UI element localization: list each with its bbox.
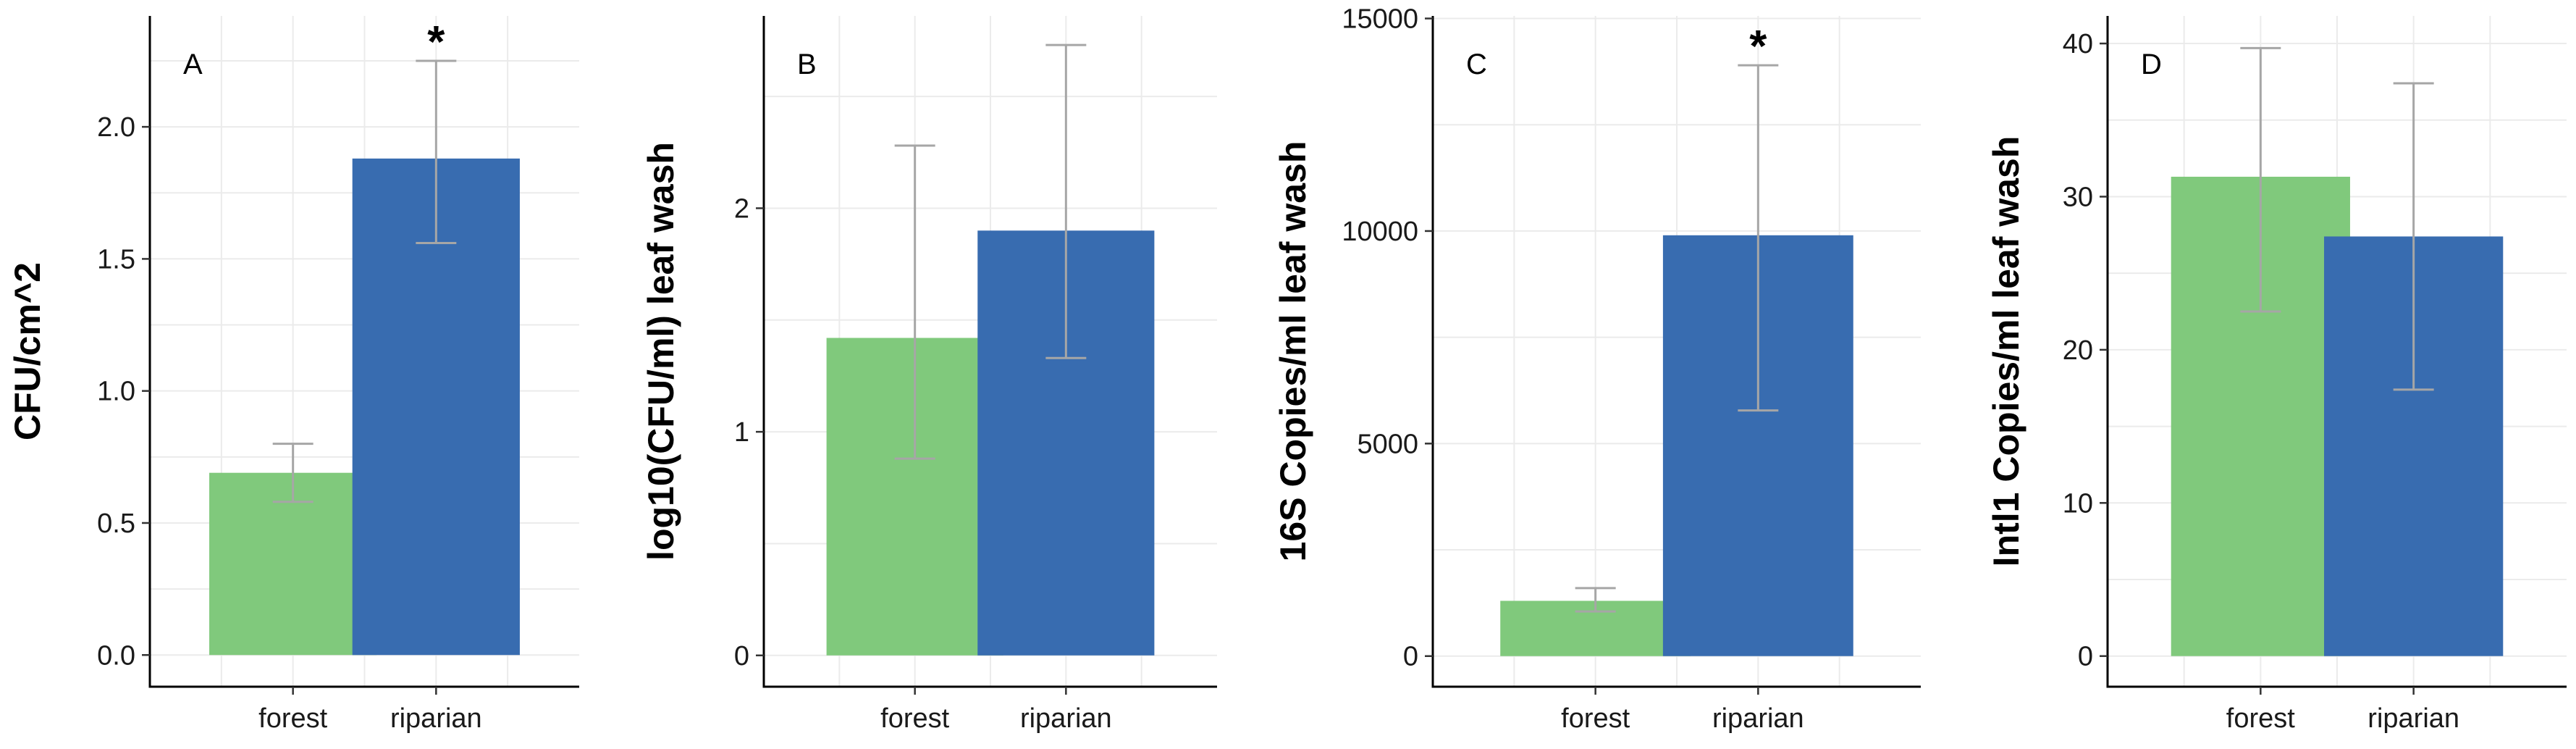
x-tick-label: forest (1561, 703, 1630, 734)
panel-letter: C (1466, 49, 1487, 80)
x-tick-label: forest (880, 703, 949, 734)
y-tick-label: 10 (2063, 488, 2093, 519)
error-bar-riparian (416, 59, 457, 245)
error-bar-forest (1575, 587, 1616, 613)
panel-c: * 0 5000 10000 15000 forest riparian C 16S Copie… (1273, 4, 1921, 734)
y-tick-label: 0.5 (97, 509, 135, 539)
y-tick-label: 5000 (1357, 429, 1418, 459)
x-tick-label: riparian (390, 703, 482, 734)
y-tick-label: 0 (734, 641, 749, 671)
panel-d: 0 10 20 30 40 forest riparian D Intl1 Copies/ml … (1986, 16, 2567, 734)
y-tick-label: 0 (1403, 642, 1418, 672)
significance-mark: * (1749, 22, 1767, 72)
x-tick-label: forest (258, 703, 327, 734)
y-tick-label: 20 (2063, 335, 2093, 366)
y-tick-label: 40 (2063, 29, 2093, 59)
x-tick-label: forest (2226, 703, 2295, 734)
error-bar-riparian (2393, 82, 2434, 391)
y-tick-label: 1 (734, 417, 749, 448)
y-axis-title: 16S Copies/ml leaf wash (1273, 141, 1313, 562)
y-axis-title: log10(CFU/ml) leaf wash (641, 142, 681, 561)
y-tick-label: 10000 (1342, 217, 1418, 247)
y-tick-label: 30 (2063, 182, 2093, 212)
y-tick-label: 2 (734, 193, 749, 224)
y-tick-label: 1.0 (97, 377, 135, 407)
panel-letter: B (797, 49, 817, 80)
x-tick-label: riparian (2367, 703, 2459, 734)
y-tick-label: 0.0 (97, 640, 135, 671)
y-axis-title: Intl1 Copies/ml leaf wash (1986, 136, 2026, 567)
x-tick-label: riparian (1020, 703, 1112, 734)
error-bar-riparian (1045, 43, 1087, 359)
significance-mark: * (427, 17, 445, 67)
y-tick-label: 2.0 (97, 112, 135, 143)
error-bar-forest (272, 443, 313, 503)
panel-letter: D (2141, 49, 2162, 80)
error-bar-riparian (1738, 64, 1779, 412)
panel-a: * 0.0 0.5 1.0 1.5 2.0 forest riparian A CFU/cm^2 (7, 16, 579, 734)
y-tick-label: 15000 (1342, 4, 1418, 35)
x-tick-label: riparian (1712, 703, 1804, 734)
error-bar-forest (894, 144, 935, 460)
bar-forest (209, 472, 377, 656)
error-bar-forest (2240, 46, 2281, 313)
y-axis-title: CFU/cm^2 (7, 262, 48, 440)
y-tick-label: 1.5 (97, 244, 135, 275)
panel-letter: A (183, 49, 203, 80)
y-tick-label: 0 (2078, 642, 2093, 672)
